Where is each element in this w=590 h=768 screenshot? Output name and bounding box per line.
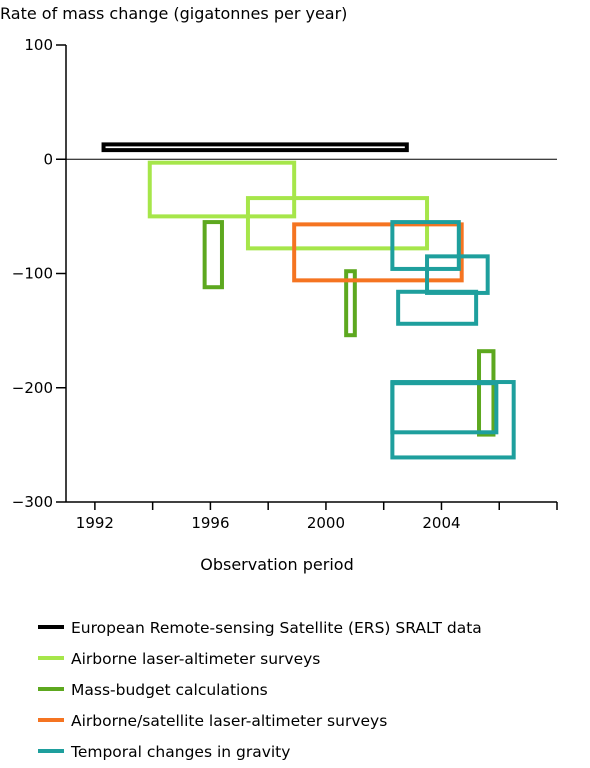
x-tick-label: 2000 — [307, 514, 345, 532]
range-box — [202, 220, 224, 290]
range-box — [390, 381, 499, 435]
legend-label: European Remote-sensing Satellite (ERS) … — [71, 619, 482, 637]
legend: European Remote-sensing Satellite (ERS) … — [38, 619, 482, 761]
y-tick-label: 100 — [24, 36, 53, 54]
x-axis-title: Observation period — [200, 555, 353, 574]
range-box — [292, 222, 464, 283]
y-tick-label: 0 — [43, 150, 53, 168]
y-tick-label: −200 — [12, 379, 53, 397]
range-box — [396, 289, 479, 326]
range-box — [101, 142, 409, 153]
legend-label: Airborne/satellite laser-altimeter surve… — [71, 712, 387, 730]
y-tick-label: −100 — [12, 265, 53, 283]
range-box — [477, 349, 496, 437]
x-tick-label: 1992 — [76, 514, 114, 532]
y-tick-label: −300 — [12, 493, 53, 511]
legend-label: Mass-budget calculations — [71, 681, 268, 699]
legend-label: Temporal changes in gravity — [70, 743, 290, 761]
legend-label: Airborne laser-altimeter surveys — [71, 650, 320, 668]
range-box — [147, 160, 297, 219]
plot-area: 100 0 −100 −200 −300 1992 1996 2000 2004 — [12, 36, 558, 532]
y-axis-title: Rate of mass change (gigatonnes per year… — [0, 4, 347, 23]
x-tick-label: 2004 — [422, 514, 460, 532]
x-tick-label: 1996 — [191, 514, 229, 532]
range-box — [344, 269, 357, 338]
